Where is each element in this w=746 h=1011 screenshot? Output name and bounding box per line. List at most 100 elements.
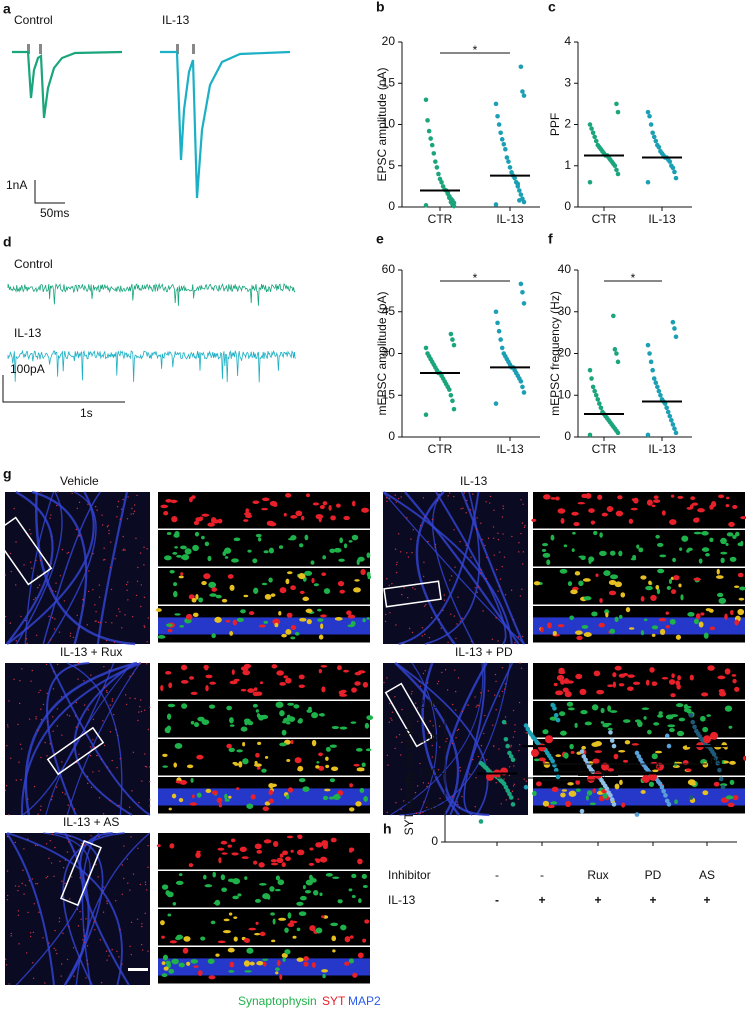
puncta [72, 850, 75, 853]
puncta [174, 743, 183, 749]
puncta [75, 528, 77, 531]
puncta [403, 587, 405, 589]
puncta [304, 570, 313, 576]
puncta [501, 690, 504, 693]
puncta [395, 736, 398, 738]
puncta [348, 540, 353, 543]
puncta [589, 802, 597, 806]
puncta [328, 796, 335, 800]
puncta [199, 516, 203, 520]
puncta [350, 721, 357, 724]
puncta [494, 694, 496, 696]
puncta [148, 766, 151, 768]
puncta [66, 851, 69, 853]
puncta [116, 516, 118, 518]
puncta [495, 709, 497, 711]
puncta [50, 514, 52, 516]
roi-box [384, 682, 434, 748]
puncta [37, 813, 39, 815]
panel-label: b [376, 0, 385, 15]
puncta [194, 531, 200, 537]
puncta [389, 612, 391, 614]
puncta [127, 882, 129, 884]
dendrite [62, 832, 125, 986]
replicate-mean [531, 748, 539, 757]
puncta [87, 782, 89, 785]
epsc-trace [12, 50, 123, 119]
data-point [645, 342, 651, 348]
puncta [26, 642, 28, 645]
puncta [348, 888, 353, 892]
puncta [613, 753, 619, 760]
puncta [399, 551, 402, 553]
puncta [275, 875, 281, 881]
puncta [422, 497, 425, 499]
puncta [510, 744, 513, 747]
puncta [140, 584, 143, 586]
puncta [118, 608, 120, 610]
puncta [431, 744, 433, 747]
puncta [362, 681, 369, 688]
puncta [105, 639, 108, 642]
data-point [589, 126, 594, 131]
puncta [474, 806, 476, 808]
puncta [343, 515, 350, 521]
puncta [129, 697, 131, 699]
data-point [651, 134, 657, 140]
roi-box [60, 839, 102, 907]
puncta [520, 532, 522, 535]
puncta [116, 950, 118, 952]
puncta [87, 590, 90, 593]
puncta [229, 961, 235, 968]
data-point [609, 797, 615, 802]
puncta [361, 873, 367, 879]
x-tick-label: CTR [592, 442, 617, 456]
roi-box [0, 516, 53, 586]
puncta [415, 812, 418, 815]
puncta [57, 491, 59, 493]
data-point [499, 345, 505, 351]
puncta [306, 493, 310, 498]
puncta [698, 558, 703, 564]
puncta [178, 575, 184, 579]
puncta [583, 632, 592, 638]
dendrite [460, 491, 525, 645]
puncta [323, 588, 331, 595]
puncta [521, 588, 523, 591]
puncta [552, 630, 557, 636]
puncta [679, 547, 683, 551]
puncta [678, 717, 686, 722]
puncta [30, 680, 32, 682]
puncta [572, 531, 576, 535]
puncta [27, 798, 29, 800]
puncta [109, 731, 112, 733]
puncta [9, 622, 11, 624]
data-point [634, 750, 640, 756]
puncta [169, 940, 177, 944]
condition-label: IL-13 + Rux [60, 645, 122, 659]
puncta [287, 922, 295, 928]
puncta [69, 835, 71, 837]
puncta [576, 635, 583, 641]
puncta [492, 537, 495, 539]
puncta [23, 564, 25, 566]
data-point [692, 724, 697, 730]
puncta [677, 675, 682, 681]
puncta [577, 501, 585, 505]
puncta [304, 890, 312, 894]
puncta [297, 719, 303, 724]
puncta [522, 635, 524, 638]
data-point [451, 406, 457, 412]
dendrite [394, 662, 460, 816]
puncta [71, 876, 73, 878]
puncta [95, 611, 97, 613]
puncta [53, 947, 55, 950]
data-point [506, 159, 511, 164]
puncta [329, 744, 337, 748]
data-point [634, 812, 640, 817]
puncta [296, 927, 301, 932]
puncta [718, 494, 725, 499]
puncta [366, 571, 371, 577]
puncta [4, 958, 7, 960]
puncta [172, 551, 178, 555]
